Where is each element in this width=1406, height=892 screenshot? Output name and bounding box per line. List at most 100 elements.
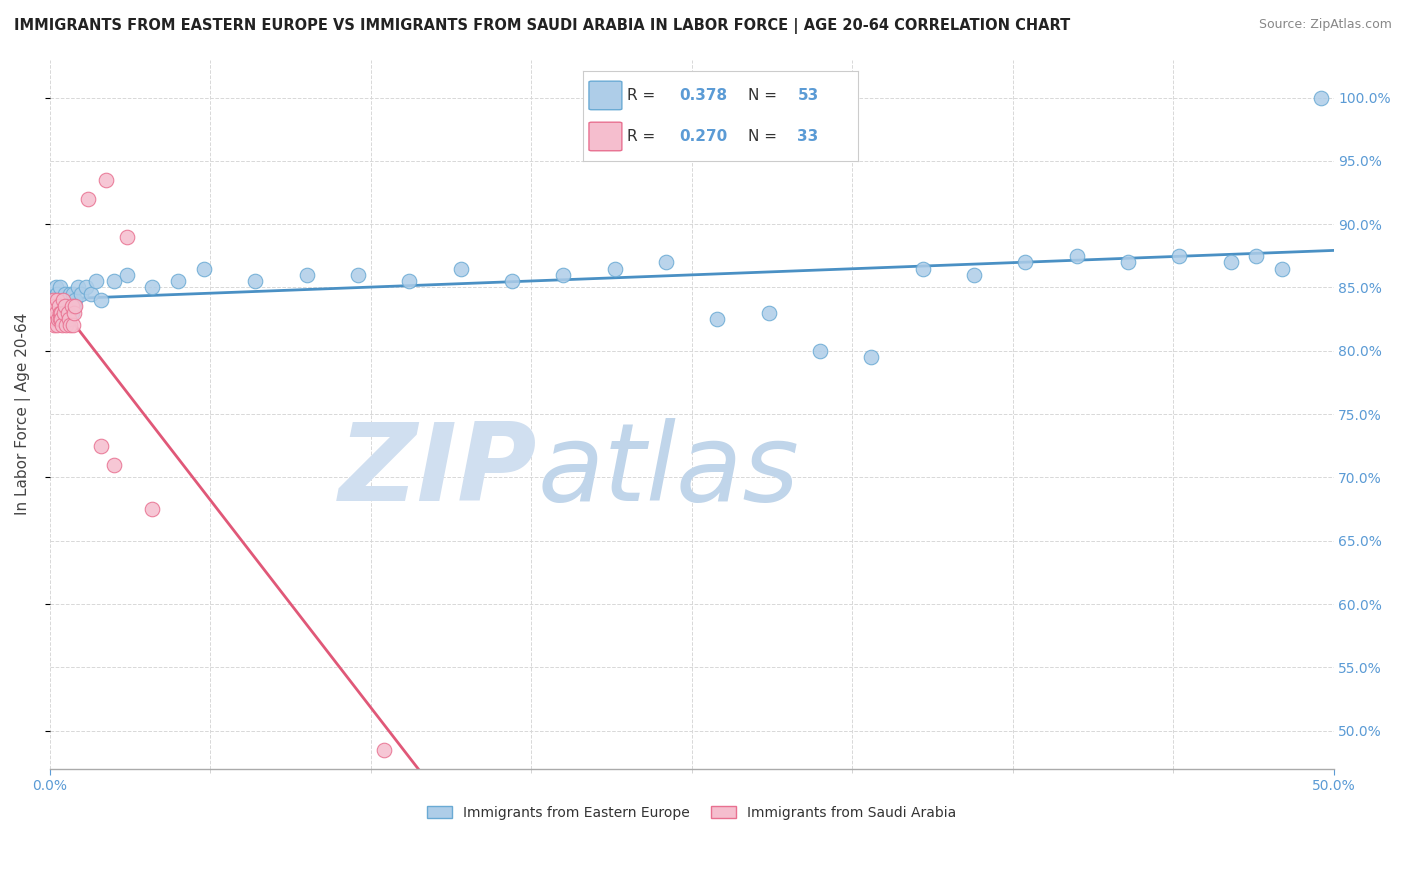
Text: atlas: atlas <box>537 418 800 524</box>
Point <box>80 286 103 301</box>
Point <box>65 300 87 314</box>
Point <box>58 306 80 320</box>
Point <box>48 306 70 320</box>
Point <box>44 318 66 333</box>
Point <box>60 306 83 320</box>
Point <box>41 312 63 326</box>
Point <box>808 343 831 358</box>
Point <box>49 312 72 326</box>
Point <box>52 306 75 320</box>
Point <box>60 300 83 314</box>
Point <box>52 293 75 307</box>
Point <box>963 268 986 282</box>
Point <box>41 300 63 314</box>
Point <box>167 274 190 288</box>
Point <box>56 293 79 307</box>
Point <box>77 192 100 206</box>
Point <box>52 312 75 326</box>
Point <box>90 439 112 453</box>
Point <box>75 280 97 294</box>
Point <box>603 261 626 276</box>
Point <box>1014 255 1036 269</box>
Point <box>44 300 66 314</box>
Point <box>53 286 76 301</box>
Text: N =: N = <box>748 129 782 144</box>
Point <box>141 280 163 294</box>
Point <box>59 318 82 333</box>
Point <box>46 312 69 326</box>
Text: 0.378: 0.378 <box>679 88 727 103</box>
Point <box>48 300 70 314</box>
Point <box>84 274 107 288</box>
Text: 0.270: 0.270 <box>679 129 728 144</box>
Point <box>55 318 77 333</box>
Point <box>53 300 76 314</box>
Point <box>706 312 728 326</box>
Point <box>450 261 472 276</box>
Text: R =: R = <box>627 88 661 103</box>
Point <box>860 350 883 364</box>
Point <box>42 306 65 320</box>
Point <box>243 274 266 288</box>
FancyBboxPatch shape <box>589 122 621 151</box>
Point <box>69 286 91 301</box>
Point <box>193 261 215 276</box>
Point <box>62 286 84 301</box>
Point <box>115 268 138 282</box>
Point <box>49 306 72 320</box>
Point <box>90 293 112 307</box>
Point <box>655 255 678 269</box>
Point <box>1168 249 1191 263</box>
Point <box>46 293 69 307</box>
Point <box>398 274 420 288</box>
Point <box>46 286 69 301</box>
Point <box>1309 90 1331 104</box>
Text: Source: ZipAtlas.com: Source: ZipAtlas.com <box>1258 18 1392 31</box>
Point <box>42 293 65 307</box>
Text: R =: R = <box>627 129 661 144</box>
Text: N =: N = <box>748 88 782 103</box>
Point <box>1066 249 1088 263</box>
FancyBboxPatch shape <box>589 81 621 110</box>
Text: IMMIGRANTS FROM EASTERN EUROPE VS IMMIGRANTS FROM SAUDI ARABIA IN LABOR FORCE | : IMMIGRANTS FROM EASTERN EUROPE VS IMMIGR… <box>14 18 1070 34</box>
Point <box>51 312 73 326</box>
Point <box>63 306 86 320</box>
Point <box>41 300 63 314</box>
Point <box>911 261 934 276</box>
Point <box>42 293 65 307</box>
Point <box>758 306 780 320</box>
Point <box>55 300 77 314</box>
Point <box>141 502 163 516</box>
Point <box>1271 261 1294 276</box>
Legend: Immigrants from Eastern Europe, Immigrants from Saudi Arabia: Immigrants from Eastern Europe, Immigran… <box>422 800 962 825</box>
Point <box>52 293 75 307</box>
Point <box>373 742 395 756</box>
Point <box>45 318 67 333</box>
Point <box>347 268 370 282</box>
Point <box>103 458 125 472</box>
Point <box>44 312 66 326</box>
Point <box>96 173 118 187</box>
Point <box>48 306 70 320</box>
Point <box>295 268 318 282</box>
Point <box>62 318 84 333</box>
Point <box>56 306 79 320</box>
Point <box>65 293 87 307</box>
Point <box>45 306 67 320</box>
Point <box>51 300 73 314</box>
Point <box>1246 249 1268 263</box>
Text: 53: 53 <box>797 88 818 103</box>
Point <box>49 280 72 294</box>
Point <box>66 280 89 294</box>
Point <box>45 280 67 294</box>
Y-axis label: In Labor Force | Age 20-64: In Labor Force | Age 20-64 <box>15 313 31 516</box>
Point <box>1116 255 1139 269</box>
Point <box>115 230 138 244</box>
Point <box>44 306 66 320</box>
Point <box>501 274 523 288</box>
Text: 33: 33 <box>797 129 818 144</box>
Point <box>1219 255 1241 269</box>
Point <box>63 300 86 314</box>
Text: ZIP: ZIP <box>339 417 537 524</box>
Point <box>58 312 80 326</box>
